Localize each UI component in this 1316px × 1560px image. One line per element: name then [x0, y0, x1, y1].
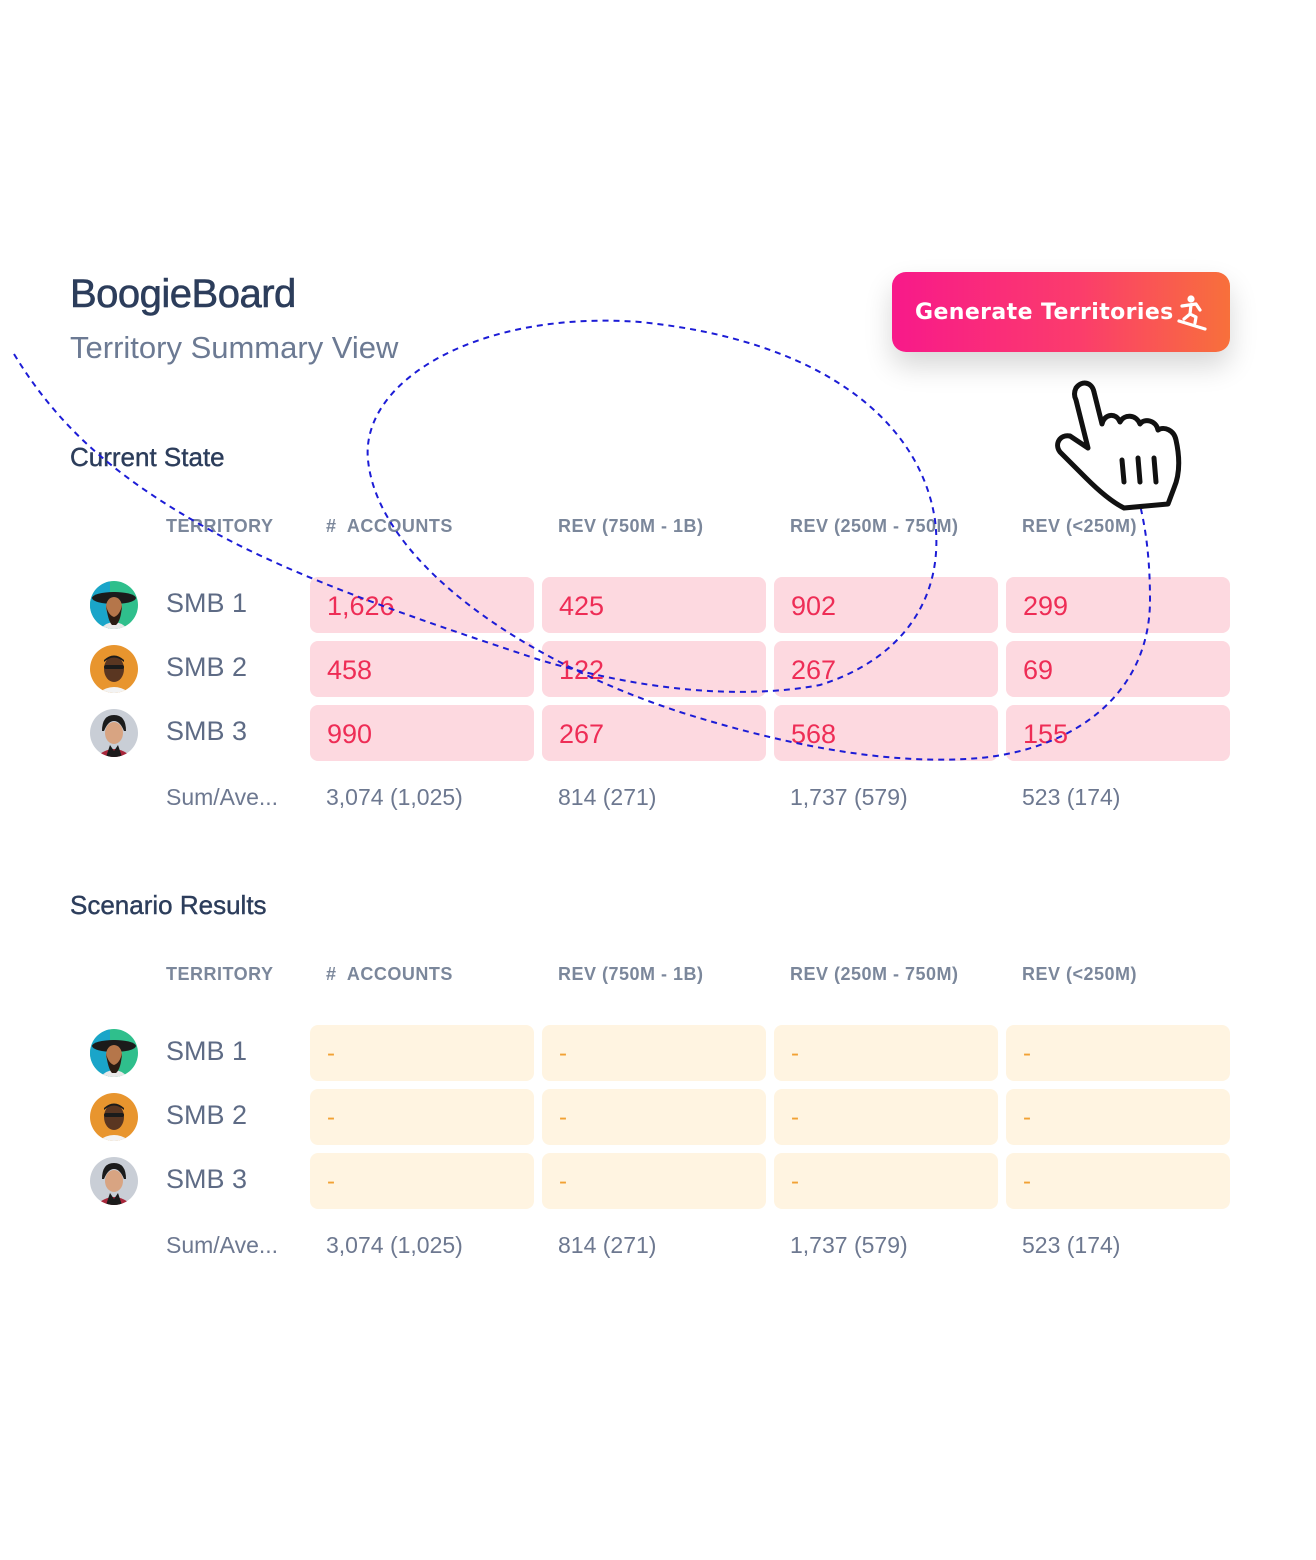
scenario-accounts-cell[interactable]: - [310, 1089, 534, 1145]
current-rev-under-250m-cell[interactable]: 299 [1006, 577, 1230, 633]
current-rev-250m-750m-cell[interactable]: 568 [774, 705, 998, 761]
generate-territories-button[interactable]: Generate Territories [892, 272, 1230, 352]
territory-name: SMB 3 [166, 716, 248, 746]
territory-name: SMB 1 [166, 588, 248, 618]
app-title: BoogieBoard [70, 272, 297, 317]
scenario-rev-750m-1b-cell[interactable]: - [542, 1153, 766, 1209]
column-header-rev-750m-1b: REV (750M - 1B) [558, 516, 704, 536]
summary-label: Sum/Ave... [166, 784, 279, 810]
territory-name: SMB 2 [166, 652, 248, 682]
scenario-accounts-cell[interactable]: - [310, 1153, 534, 1209]
scenario-accounts-cell[interactable]: - [310, 1025, 534, 1081]
column-header-accounts: # ACCOUNTS [326, 516, 453, 536]
territory-name: SMB 3 [166, 1164, 248, 1194]
avatar [90, 709, 138, 757]
snowboarder-icon [1177, 295, 1207, 331]
scenario-rev-250m-750m-cell[interactable]: - [774, 1153, 998, 1209]
current-rev-750m-1b-cell[interactable]: 425 [542, 577, 766, 633]
column-header-territory: TERRITORY [166, 516, 274, 536]
column-header-rev-under-250m: REV (<250M) [1022, 516, 1138, 536]
current-rev-under-250m-cell[interactable]: 155 [1006, 705, 1230, 761]
avatar [90, 1157, 138, 1205]
scenario-rev-250m-750m-cell[interactable]: - [774, 1025, 998, 1081]
summary-rev-750m-1b: 814 (271) [558, 1232, 657, 1258]
avatar [90, 1093, 138, 1141]
scenario-rev-under-250m-cell[interactable]: - [1006, 1153, 1230, 1209]
current-rev-750m-1b-cell[interactable]: 267 [542, 705, 766, 761]
page-subtitle: Territory Summary View [70, 330, 399, 365]
current-accounts-cell[interactable]: 458 [310, 641, 534, 697]
territory-name: SMB 1 [166, 1036, 248, 1066]
summary-rev-750m-1b: 814 (271) [558, 784, 657, 810]
avatar [90, 645, 138, 693]
summary-accounts: 3,074 (1,025) [326, 1232, 463, 1258]
scenario-results-title: Scenario Results [70, 890, 267, 920]
current-rev-under-250m-cell[interactable]: 69 [1006, 641, 1230, 697]
column-header-rev-250m-750m: REV (250M - 750M) [790, 964, 959, 984]
current-accounts-cell[interactable]: 990 [310, 705, 534, 761]
scenario-rev-750m-1b-cell[interactable]: - [542, 1089, 766, 1145]
generate-territories-label: Generate Territories [915, 299, 1174, 325]
summary-rev-250m-750m: 1,737 (579) [790, 784, 908, 810]
current-state-title: Current State [70, 442, 225, 472]
current-rev-250m-750m-cell[interactable]: 902 [774, 577, 998, 633]
avatar [90, 581, 138, 629]
column-header-accounts: # ACCOUNTS [326, 964, 453, 984]
column-header-territory: TERRITORY [166, 964, 274, 984]
summary-accounts: 3,074 (1,025) [326, 784, 463, 810]
summary-rev-under-250m: 523 (174) [1022, 784, 1121, 810]
avatar [90, 1029, 138, 1077]
territory-name: SMB 2 [166, 1100, 248, 1130]
scenario-rev-250m-750m-cell[interactable]: - [774, 1089, 998, 1145]
column-header-rev-250m-750m: REV (250M - 750M) [790, 516, 959, 536]
summary-rev-under-250m: 523 (174) [1022, 1232, 1121, 1258]
current-rev-750m-1b-cell[interactable]: 122 [542, 641, 766, 697]
current-accounts-cell[interactable]: 1,626 [310, 577, 534, 633]
current-rev-250m-750m-cell[interactable]: 267 [774, 641, 998, 697]
scenario-rev-under-250m-cell[interactable]: - [1006, 1025, 1230, 1081]
scenario-rev-750m-1b-cell[interactable]: - [542, 1025, 766, 1081]
summary-label: Sum/Ave... [166, 1232, 279, 1258]
column-header-rev-750m-1b: REV (750M - 1B) [558, 964, 704, 984]
summary-rev-250m-750m: 1,737 (579) [790, 1232, 908, 1258]
scenario-rev-under-250m-cell[interactable]: - [1006, 1089, 1230, 1145]
column-header-rev-under-250m: REV (<250M) [1022, 964, 1138, 984]
pointing-hand-icon [1055, 380, 1182, 511]
